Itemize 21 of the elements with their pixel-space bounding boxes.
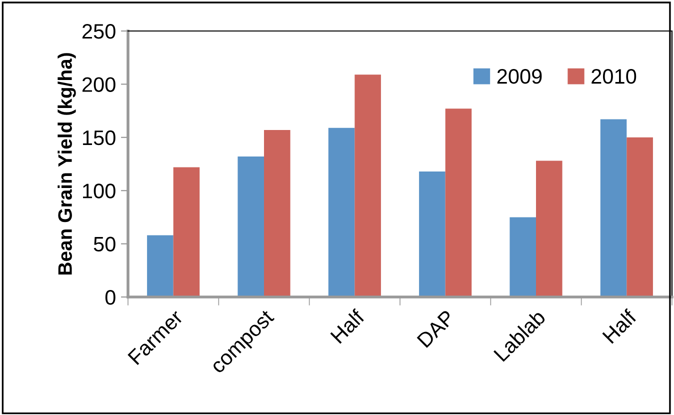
bar <box>328 128 355 297</box>
bar <box>264 130 290 297</box>
bar <box>445 108 472 297</box>
bar <box>238 156 264 297</box>
bar <box>147 235 174 297</box>
y-tick-label: 200 <box>82 77 116 92</box>
legend-label: 2009 <box>497 69 542 84</box>
bar <box>626 137 653 297</box>
y-tick-label: 50 <box>94 236 116 252</box>
y-tick-label: 0 <box>105 290 116 305</box>
legend-label: 2010 <box>592 69 636 84</box>
bar <box>536 160 562 297</box>
y-tick-label: 250 <box>82 24 116 39</box>
y-axis-title: Bean Grain Yield (kg/ha) <box>58 53 76 275</box>
bar <box>510 217 536 297</box>
bar <box>354 74 381 297</box>
bar <box>419 171 446 297</box>
y-tick-label: 100 <box>83 184 116 198</box>
y-tick-label: 150 <box>83 130 116 146</box>
bar <box>600 119 627 297</box>
bar <box>173 167 200 297</box>
